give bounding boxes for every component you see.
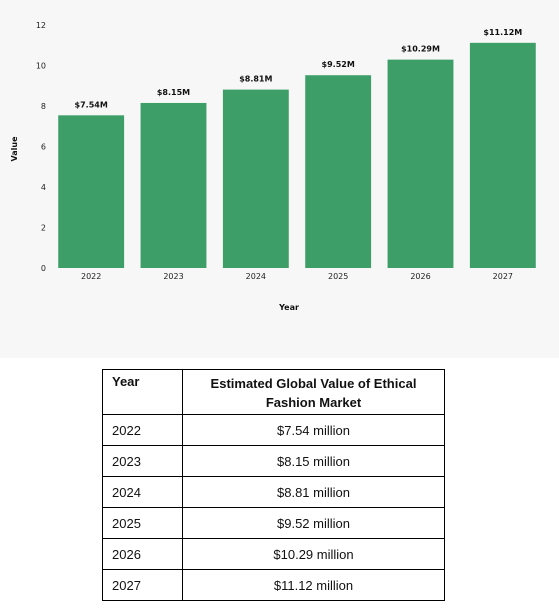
x-tick-label: 2024	[246, 272, 266, 281]
table-cell-year: 2024	[102, 476, 183, 508]
table-cell-year: 2026	[102, 538, 183, 570]
table-header-value: Estimated Global Value of Ethical Fashio…	[182, 369, 445, 415]
y-axis-title: Value	[10, 136, 19, 162]
table-cell-year: 2022	[102, 414, 183, 446]
data-label: $11.12M	[483, 28, 522, 37]
y-tick-label: 4	[41, 183, 46, 192]
data-label: $10.29M	[401, 45, 440, 54]
data-label: $9.52M	[322, 60, 355, 69]
bar-2024	[222, 89, 289, 268]
y-tick-label: 6	[41, 143, 46, 152]
table-row: 2026 $10.29 million	[102, 538, 445, 570]
bar-2026	[387, 59, 454, 268]
bar-2022	[58, 115, 125, 268]
table-cell-value: $8.81 million	[182, 476, 445, 508]
bar-chart: 0 2 4 6 8 10 12 $7.54M $8.15M $8.81M $9.52M $10.29…	[10, 21, 536, 312]
data-label: $7.54M	[75, 100, 108, 109]
bar-2025	[305, 75, 372, 268]
table-cell-value: $9.52 million	[182, 507, 445, 539]
table-row: 2027 $11.12 million	[102, 569, 445, 601]
data-table: Year Estimated Global Value of Ethical F…	[102, 369, 445, 601]
table-cell-year: 2025	[102, 507, 183, 539]
bar-2027	[469, 42, 536, 268]
bar-2023	[140, 102, 207, 269]
table-cell-value: $7.54 million	[182, 414, 445, 446]
table-cell-value: $11.12 million	[182, 569, 445, 601]
table-cell-year: 2027	[102, 569, 183, 601]
table-header-year: Year	[102, 369, 183, 415]
table-row: 2024 $8.81 million	[102, 476, 445, 508]
table-cell-year: 2023	[102, 445, 183, 477]
y-tick-label: 8	[41, 102, 46, 111]
x-tick-label: 2026	[410, 272, 430, 281]
x-tick-label: 2025	[328, 272, 348, 281]
table-row: 2023 $8.15 million	[102, 445, 445, 477]
chart-svg: 0 2 4 6 8 10 12 $7.54M $8.15M $8.81M $9.52M $10.29…	[10, 21, 536, 312]
x-tick-label: 2023	[163, 272, 183, 281]
table-row: 2022 $7.54 million	[102, 414, 445, 446]
y-tick-label: 2	[41, 224, 46, 233]
table-header-row: Year Estimated Global Value of Ethical F…	[102, 369, 445, 415]
data-label: $8.81M	[239, 75, 272, 84]
y-tick-label: 0	[41, 264, 46, 273]
x-tick-label: 2027	[493, 272, 513, 281]
x-axis-title: Year	[278, 303, 299, 312]
y-tick-label: 10	[36, 62, 46, 71]
table-cell-value: $8.15 million	[182, 445, 445, 477]
y-tick-label: 12	[36, 21, 46, 30]
table-row: 2025 $9.52 million	[102, 507, 445, 539]
data-label: $8.15M	[157, 88, 190, 97]
table-cell-value: $10.29 million	[182, 538, 445, 570]
x-tick-label: 2022	[81, 272, 101, 281]
